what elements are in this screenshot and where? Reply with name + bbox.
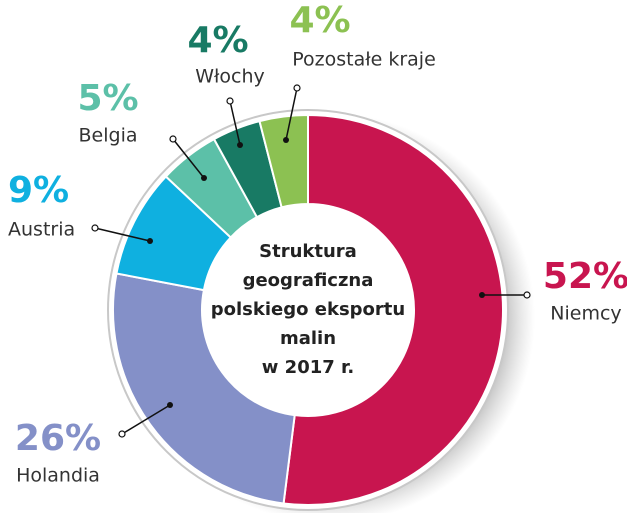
leader-dot bbox=[479, 292, 485, 298]
value-label: 4% bbox=[289, 0, 350, 41]
leader-dot bbox=[283, 137, 289, 143]
category-label: Niemcy bbox=[550, 303, 621, 325]
leader-line bbox=[229, 100, 241, 146]
category-label: Włochy bbox=[195, 66, 265, 88]
center-hole bbox=[202, 204, 414, 416]
value-label: 26% bbox=[15, 418, 101, 459]
leader-end bbox=[523, 291, 531, 299]
leader-end bbox=[118, 430, 126, 438]
center-title: malin bbox=[280, 328, 336, 349]
leader-line bbox=[121, 404, 171, 435]
center-title: Struktura bbox=[259, 241, 357, 262]
value-label: 4% bbox=[187, 20, 248, 61]
value-label: 5% bbox=[77, 78, 138, 119]
leader-line bbox=[172, 138, 205, 179]
center-title: geograficzna bbox=[243, 270, 374, 291]
leader-end bbox=[169, 135, 177, 143]
leader-dot bbox=[201, 175, 207, 181]
center-title: w 2017 r. bbox=[262, 357, 354, 378]
category-label: Pozostałe kraje bbox=[292, 49, 436, 71]
leader-dot bbox=[147, 238, 153, 244]
leader-dot bbox=[237, 142, 243, 148]
slice bbox=[282, 113, 504, 506]
leader-line bbox=[285, 87, 298, 141]
category-label: Belgia bbox=[79, 125, 138, 147]
leader-end bbox=[293, 84, 301, 92]
leader-end bbox=[91, 224, 99, 232]
category-label: Holandia bbox=[16, 465, 100, 487]
leader-end bbox=[226, 97, 234, 105]
leader-dot bbox=[167, 402, 173, 408]
leader-line bbox=[94, 227, 151, 242]
category-label: Austria bbox=[8, 219, 75, 241]
value-label: 52% bbox=[543, 256, 627, 297]
value-label: 9% bbox=[8, 170, 69, 211]
center-title: polskiego eksportu bbox=[211, 299, 405, 320]
